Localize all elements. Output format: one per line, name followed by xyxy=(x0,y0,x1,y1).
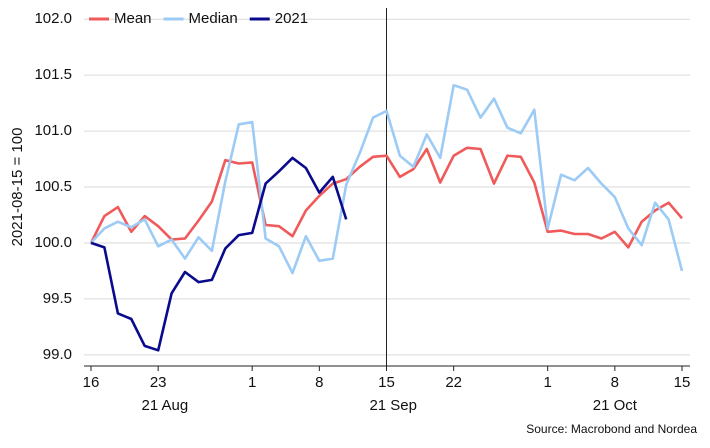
x-group-label: 21 Aug xyxy=(142,397,189,414)
x-tick-label: 8 xyxy=(315,374,323,391)
y-tick-label: 101.0 xyxy=(34,122,72,139)
y-tick-label: 100.0 xyxy=(34,234,72,251)
x-group-label: 21 Oct xyxy=(593,397,638,414)
legend-label: Median xyxy=(189,10,238,27)
y-tick-label: 99.0 xyxy=(43,346,72,363)
x-tick-label: 22 xyxy=(445,374,462,391)
source-note: Source: Macrobond and Nordea xyxy=(526,422,697,436)
legend-label: 2021 xyxy=(275,10,308,27)
series-line xyxy=(89,146,683,249)
series-line xyxy=(90,156,348,352)
x-tick-label: 15 xyxy=(378,374,395,391)
y-tick-label: 102.0 xyxy=(34,10,72,27)
y-axis-label: 2021-08-15 = 100 xyxy=(9,128,26,247)
x-group-label: 21 Sep xyxy=(369,397,417,414)
y-tick-label: 99.5 xyxy=(43,290,72,307)
x-tick-label: 8 xyxy=(611,374,619,391)
y-tick-label: 100.5 xyxy=(34,178,72,195)
x-tick-label: 23 xyxy=(150,374,167,391)
legend-label: Mean xyxy=(114,10,152,27)
x-tick-label: 1 xyxy=(248,374,256,391)
y-tick-label: 101.5 xyxy=(34,66,72,83)
x-tick-label: 1 xyxy=(544,374,552,391)
x-tick-label: 16 xyxy=(83,374,100,391)
series-line xyxy=(90,83,684,275)
x-tick-label: 15 xyxy=(674,374,691,391)
